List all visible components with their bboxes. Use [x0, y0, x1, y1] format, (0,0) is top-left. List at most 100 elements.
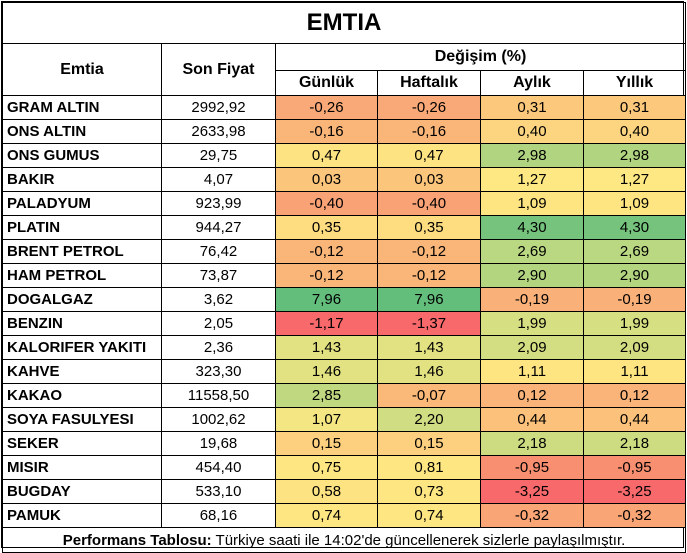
last-price: 944,27 [161, 215, 276, 240]
change-aylik: 1,11 [480, 359, 584, 384]
last-price: 4,07 [161, 167, 276, 192]
header-degisim: Değişim (%) [274, 43, 687, 71]
header-yillik: Yıllık [582, 70, 687, 96]
table-row: MISIR 454,40 0,75 0,81 -0,95 -0,95 [2, 455, 687, 480]
change-haftalik: -0,07 [377, 383, 481, 408]
commodity-name: PAMUK [2, 503, 162, 528]
last-price: 73,87 [161, 263, 276, 288]
change-aylik: 1,99 [480, 311, 584, 336]
commodity-name: KAKAO [2, 383, 162, 408]
table-row: GRAM ALTIN 2992,92 -0,26 -0,26 0,31 0,31 [2, 95, 687, 120]
commodity-name: KALORIFER YAKITI [2, 335, 162, 360]
change-gunluk: 1,43 [275, 335, 378, 360]
change-yillik: 2,98 [582, 143, 687, 168]
table-row: PAMUK 68,16 0,74 0,74 -0,32 -0,32 [2, 503, 687, 528]
table-row: HAM PETROL 73,87 -0,12 -0,12 2,90 2,90 [2, 263, 687, 288]
header-haftalik: Haftalık [377, 70, 481, 96]
table-row: BENZIN 2,05 -1,17 -1,37 1,99 1,99 [2, 311, 687, 336]
commodity-name: PALADYUM [2, 191, 162, 216]
change-yillik: -0,32 [582, 503, 687, 528]
commodity-name: BENZIN [2, 311, 162, 336]
last-price: 323,30 [161, 359, 276, 384]
last-price: 1002,62 [161, 407, 276, 432]
change-aylik: 2,90 [480, 263, 584, 288]
table-row: KAKAO 11558,50 2,85 -0,07 0,12 0,12 [2, 383, 687, 408]
change-gunluk: 0,03 [275, 167, 378, 192]
change-haftalik: 0,47 [377, 143, 481, 168]
commodity-name: BRENT PETROL [2, 239, 162, 264]
change-gunluk: -0,26 [275, 95, 378, 120]
footer-label: Performans Tablosu: [62, 531, 212, 549]
change-aylik: 4,30 [480, 215, 584, 240]
change-gunluk: 0,47 [275, 143, 378, 168]
change-yillik: 2,69 [582, 239, 687, 264]
change-haftalik: 2,20 [377, 407, 481, 432]
last-price: 29,75 [161, 143, 276, 168]
change-aylik: 2,18 [480, 431, 584, 456]
change-haftalik: 0,74 [377, 503, 481, 528]
change-haftalik: 0,73 [377, 479, 481, 504]
change-yillik: -0,19 [582, 287, 687, 312]
change-yillik: 0,44 [582, 407, 687, 432]
change-gunluk: 7,96 [275, 287, 378, 312]
change-haftalik: -0,40 [377, 191, 481, 216]
change-aylik: 0,31 [480, 95, 584, 120]
change-aylik: 2,09 [480, 335, 584, 360]
last-price: 2633,98 [161, 119, 276, 144]
last-price: 2,05 [161, 311, 276, 336]
change-aylik: 2,69 [480, 239, 584, 264]
last-price: 2,36 [161, 335, 276, 360]
commodity-name: ONS ALTIN [2, 119, 162, 144]
change-gunluk: 0,58 [275, 479, 378, 504]
header-son-fiyat: Son Fiyat [161, 43, 276, 96]
header-gunluk: Günlük [275, 70, 378, 96]
table-row: BRENT PETROL 76,42 -0,12 -0,12 2,69 2,69 [2, 239, 687, 264]
change-haftalik: 0,03 [377, 167, 481, 192]
change-yillik: 0,31 [582, 95, 687, 120]
commodity-name: MISIR [2, 455, 162, 480]
table-row: SEKER 19,68 0,15 0,15 2,18 2,18 [2, 431, 687, 456]
change-gunluk: -1,17 [275, 311, 378, 336]
change-gunluk: -0,40 [275, 191, 378, 216]
change-yillik: 0,12 [582, 383, 687, 408]
change-gunluk: -0,16 [275, 119, 378, 144]
commodity-name: SEKER [2, 431, 162, 456]
change-yillik: 2,09 [582, 335, 687, 360]
table-row: ONS ALTIN 2633,98 -0,16 -0,16 0,40 0,40 [2, 119, 687, 144]
table-footer: Performans Tablosu: Türkiye saati ile 14… [1, 527, 687, 553]
commodity-name: KAHVE [2, 359, 162, 384]
commodity-name: GRAM ALTIN [2, 95, 162, 120]
header-aylik: Aylık [480, 70, 584, 96]
table-row: BAKIR 4,07 0,03 0,03 1,27 1,27 [2, 167, 687, 192]
commodity-name: ONS GUMUS [2, 143, 162, 168]
change-gunluk: 0,35 [275, 215, 378, 240]
change-haftalik: -1,37 [377, 311, 481, 336]
table-title: EMTIA [1, 2, 687, 44]
footer-text: Türkiye saati ile 14:02'de güncellenerek… [211, 531, 626, 549]
change-yillik: 1,09 [582, 191, 687, 216]
last-price: 3,62 [161, 287, 276, 312]
change-gunluk: 0,75 [275, 455, 378, 480]
commodity-name: DOGALGAZ [2, 287, 162, 312]
change-haftalik: 1,43 [377, 335, 481, 360]
change-aylik: 1,09 [480, 191, 584, 216]
change-haftalik: -0,26 [377, 95, 481, 120]
table-row: BUGDAY 533,10 0,58 0,73 -3,25 -3,25 [2, 479, 687, 504]
commodity-name: BUGDAY [2, 479, 162, 504]
change-haftalik: -0,12 [377, 239, 481, 264]
last-price: 923,99 [161, 191, 276, 216]
table-row: PALADYUM 923,99 -0,40 -0,40 1,09 1,09 [2, 191, 687, 216]
last-price: 533,10 [161, 479, 276, 504]
change-gunluk: -0,12 [275, 263, 378, 288]
header-emtia: Emtia [2, 43, 162, 96]
change-yillik: 1,99 [582, 311, 687, 336]
table-body: GRAM ALTIN 2992,92 -0,26 -0,26 0,31 0,31 ONS A… [2, 95, 687, 528]
commodity-name: SOYA FASULYESI [2, 407, 162, 432]
change-yillik: 2,90 [582, 263, 687, 288]
last-price: 68,16 [161, 503, 276, 528]
change-haftalik: -0,12 [377, 263, 481, 288]
commodity-name: HAM PETROL [2, 263, 162, 288]
last-price: 11558,50 [161, 383, 276, 408]
